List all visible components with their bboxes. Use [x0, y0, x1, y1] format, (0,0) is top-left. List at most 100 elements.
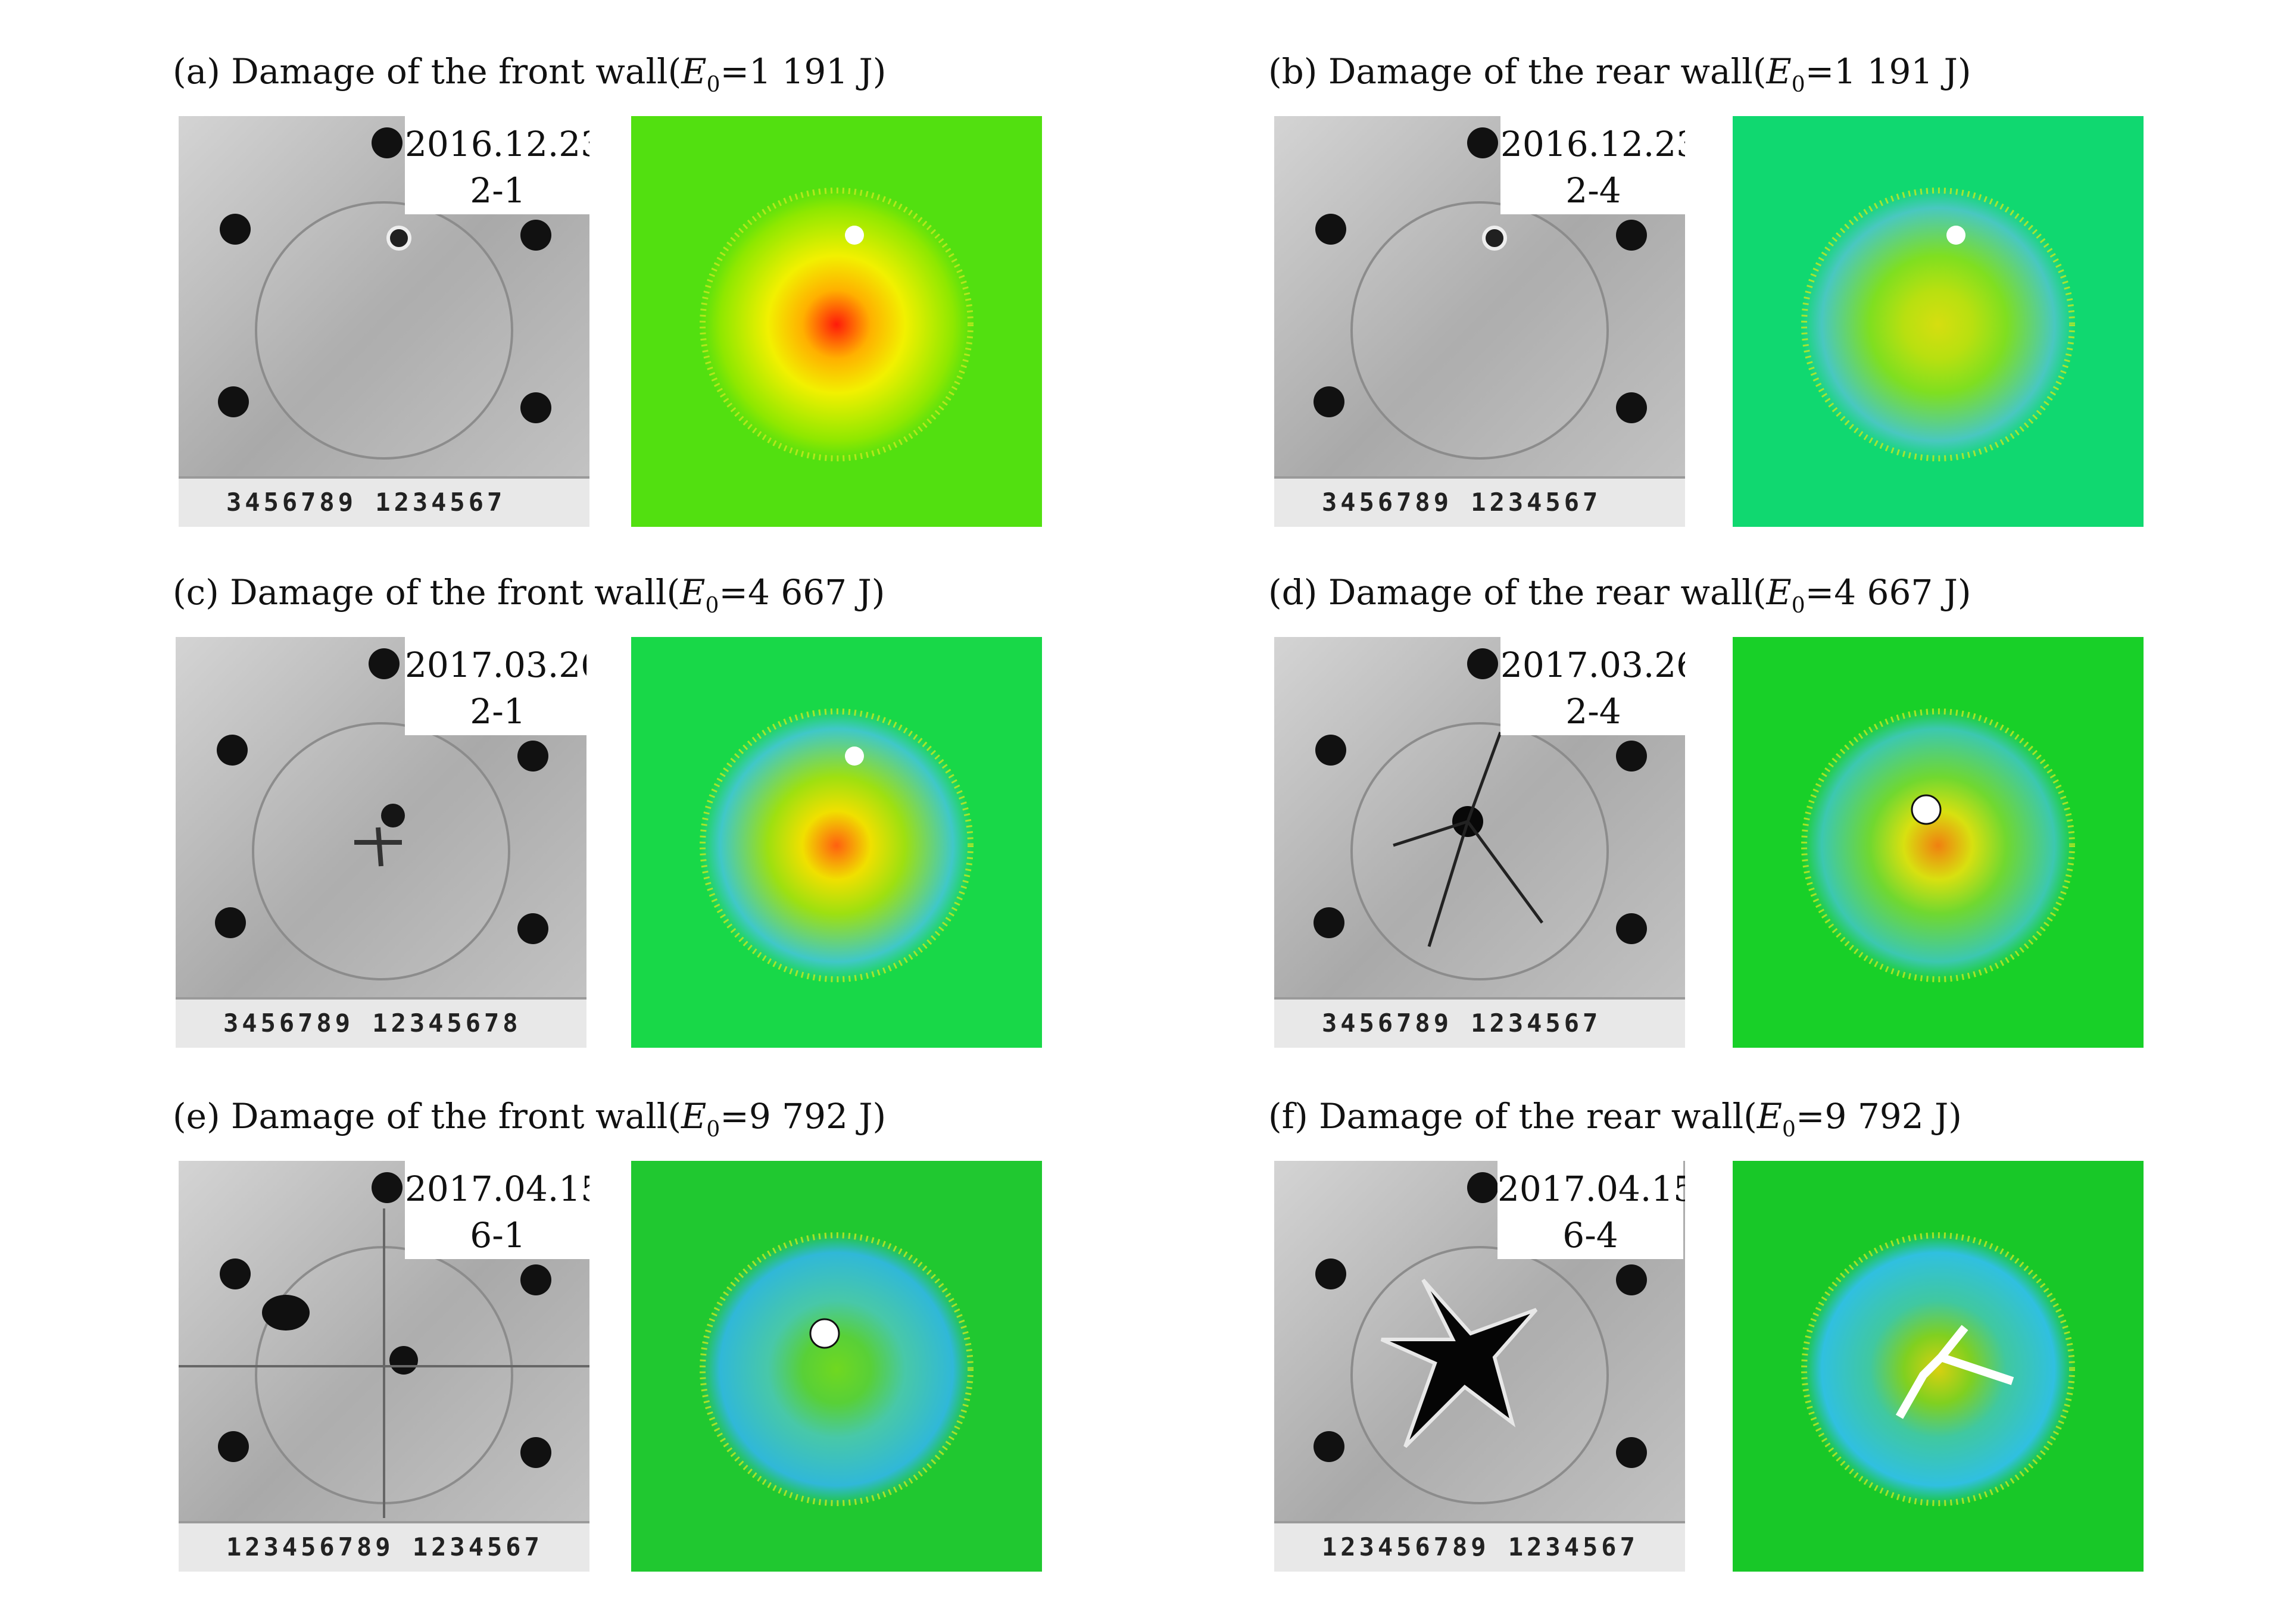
deformation-field: [1801, 1232, 2075, 1506]
bolt-hole: [1616, 220, 1647, 251]
bolt-hole: [1467, 127, 1498, 158]
bolt-hole: [517, 913, 548, 944]
impact-hole: [262, 1295, 310, 1331]
bolt-hole: [215, 907, 246, 938]
bolt-hole: [220, 1258, 251, 1289]
petal-tear: [1380, 1279, 1538, 1448]
specimen-id: 2-1: [470, 170, 526, 211]
crack-mark: [179, 1208, 589, 1518]
ring-artifact: [1801, 708, 2075, 982]
bolt-hole: [217, 735, 248, 766]
deformation-contour-map: [631, 1161, 1042, 1572]
bolt-hole: [1616, 1437, 1647, 1468]
panel-caption: (a) Damage of the front wall(E0=1 191 J): [173, 51, 887, 97]
measuring-tape: 3456789 1234567: [1274, 997, 1685, 1048]
specimen-id: 2-4: [1565, 170, 1621, 211]
measuring-tape: 123456789 1234567: [1274, 1521, 1685, 1572]
bolt-hole: [520, 392, 551, 423]
specimen-photo: 2016.12.23 2-4 3456789 1234567: [1274, 116, 1685, 527]
bolt-hole: [520, 220, 551, 251]
impact-hole: [389, 1346, 418, 1375]
deformation-field: [700, 1232, 974, 1506]
specimen-photo: 2017.03.26 2-1 3456789 12345678: [176, 637, 586, 1048]
panel-c: (c) Damage of the front wall(E0=4 667 J)…: [173, 571, 1066, 1060]
test-date: 2017.03.26: [1500, 645, 1685, 685]
bolt-hole: [220, 214, 251, 245]
bolt-hole: [1314, 1431, 1344, 1462]
bolt-hole: [1314, 386, 1344, 417]
impact-dent: [386, 226, 411, 251]
measuring-tape: 3456789 12345678: [176, 997, 586, 1048]
bolt-hole: [372, 1172, 403, 1203]
bolt-hole: [520, 1264, 551, 1295]
clamp-ring: [255, 201, 513, 460]
measuring-tape: 3456789 1234567: [179, 476, 589, 527]
deformation-contour-map: [1733, 1161, 2144, 1572]
specimen-label: 2017.04.15 6-1: [405, 1161, 589, 1259]
specimen-label: 2016.12.23 2-4: [1500, 116, 1685, 214]
hole-mark: [1946, 226, 1965, 245]
panel-caption: (b) Damage of the rear wall(E0=1 191 J): [1268, 51, 1971, 97]
deformation-field: [700, 188, 974, 461]
bolt-hole: [372, 127, 403, 158]
test-date: 2017.04.15: [405, 1169, 589, 1209]
bolt-hole: [1467, 1172, 1498, 1203]
hole-mark: [809, 1318, 840, 1349]
clamp-ring: [1350, 722, 1609, 980]
deformation-field: [1801, 188, 2075, 461]
panel-caption: (d) Damage of the rear wall(E0=4 667 J): [1268, 572, 1971, 618]
hole-mark: [845, 226, 864, 245]
bolt-hole: [1616, 1264, 1647, 1295]
bolt-hole: [517, 741, 548, 772]
ring-artifact: [700, 188, 974, 461]
bolt-hole: [369, 648, 400, 679]
bolt-hole: [218, 386, 249, 417]
specimen-label: 2017.04.15 6-4: [1497, 1161, 1685, 1259]
deformation-contour-map: [1733, 637, 2144, 1048]
deformation-contour-map: [1733, 116, 2144, 527]
bolt-hole: [1616, 741, 1647, 772]
bolt-hole: [1314, 907, 1344, 938]
specimen-id: 6-4: [1562, 1215, 1618, 1256]
tear-mark: [1895, 1325, 2014, 1419]
bolt-hole: [1616, 392, 1647, 423]
test-date: 2016.12.23: [1500, 124, 1685, 164]
measuring-tape: 123456789 1234567: [179, 1521, 589, 1572]
crack-mark: [354, 827, 402, 867]
specimen-label: 2016.12.23 2-1: [405, 116, 589, 214]
panel-d: (d) Damage of the rear wall(E0=4 667 J) …: [1268, 571, 2161, 1060]
specimen-id: 6-1: [470, 1215, 526, 1256]
measuring-tape: 3456789 1234567: [1274, 476, 1685, 527]
panel-a: (a) Damage of the front wall(E0=1 191 J)…: [173, 51, 1066, 539]
specimen-photo: 2017.03.26 2-4 3456789 1234567: [1274, 637, 1685, 1048]
bolt-hole: [1315, 735, 1346, 766]
bolt-hole: [1467, 648, 1498, 679]
specimen-photo: 2017.04.15 6-4 123456789 1234567: [1274, 1161, 1685, 1572]
test-date: 2017.03.26: [405, 645, 586, 685]
impact-hole: [381, 804, 405, 827]
panel-caption: (c) Damage of the front wall(E0=4 667 J): [173, 572, 885, 618]
impact-dent: [1482, 226, 1507, 251]
hole-mark: [1911, 794, 1942, 825]
ring-artifact: [1801, 1232, 2075, 1506]
panel-e: (e) Damage of the front wall(E0=9 792 J)…: [173, 1095, 1066, 1584]
clamp-ring: [1350, 201, 1609, 460]
test-date: 2016.12.23: [405, 124, 589, 164]
deformation-field: [700, 708, 974, 982]
panel-f: (f) Damage of the rear wall(E0=9 792 J) …: [1268, 1095, 2161, 1584]
panel-caption: (e) Damage of the front wall(E0=9 792 J): [173, 1096, 887, 1142]
bolt-hole: [1616, 913, 1647, 944]
bolt-hole: [1315, 1258, 1346, 1289]
ring-artifact: [1801, 188, 2075, 461]
panel-b: (b) Damage of the rear wall(E0=1 191 J) …: [1268, 51, 2161, 539]
specimen-id: 2-4: [1565, 691, 1621, 732]
crack-mark: [1393, 732, 1544, 947]
specimen-photo: 2016.12.23 2-1 3456789 1234567: [179, 116, 589, 527]
hole-mark: [845, 747, 864, 766]
specimen-photo: 2017.04.15 6-1 123456789 1234567: [179, 1161, 589, 1572]
panel-caption: (f) Damage of the rear wall(E0=9 792 J): [1268, 1096, 1962, 1142]
ring-artifact: [700, 708, 974, 982]
bolt-hole: [218, 1431, 249, 1462]
specimen-label: 2017.03.26 2-1: [405, 637, 586, 735]
specimen-id: 2-1: [470, 691, 526, 732]
